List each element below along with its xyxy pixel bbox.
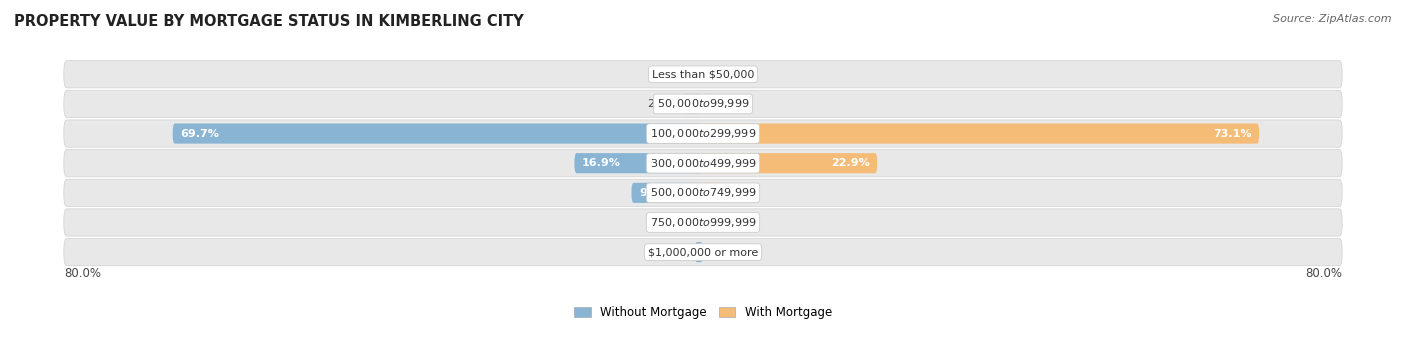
FancyBboxPatch shape	[703, 123, 1260, 143]
FancyBboxPatch shape	[631, 183, 703, 203]
FancyBboxPatch shape	[703, 94, 714, 114]
Text: 0.0%: 0.0%	[710, 218, 740, 227]
Text: 80.0%: 80.0%	[63, 267, 101, 280]
Text: $50,000 to $99,999: $50,000 to $99,999	[657, 98, 749, 111]
Text: Source: ZipAtlas.com: Source: ZipAtlas.com	[1274, 14, 1392, 23]
Text: 9.4%: 9.4%	[640, 188, 671, 198]
Text: 0.0%: 0.0%	[666, 218, 696, 227]
FancyBboxPatch shape	[63, 209, 1343, 236]
FancyBboxPatch shape	[63, 61, 1343, 88]
Text: 22.9%: 22.9%	[831, 158, 870, 168]
FancyBboxPatch shape	[703, 183, 723, 203]
Text: $100,000 to $299,999: $100,000 to $299,999	[650, 127, 756, 140]
FancyBboxPatch shape	[63, 238, 1343, 266]
Text: $1,000,000 or more: $1,000,000 or more	[648, 247, 758, 257]
FancyBboxPatch shape	[575, 153, 703, 173]
Text: 0.0%: 0.0%	[710, 247, 740, 257]
Text: 1.1%: 1.1%	[661, 247, 689, 257]
Text: 2.6%: 2.6%	[728, 188, 758, 198]
Text: 0.0%: 0.0%	[710, 69, 740, 79]
FancyBboxPatch shape	[703, 153, 877, 173]
FancyBboxPatch shape	[63, 150, 1343, 177]
FancyBboxPatch shape	[63, 90, 1343, 118]
Text: 16.9%: 16.9%	[582, 158, 621, 168]
Text: $750,000 to $999,999: $750,000 to $999,999	[650, 216, 756, 229]
FancyBboxPatch shape	[63, 120, 1343, 147]
Legend: Without Mortgage, With Mortgage: Without Mortgage, With Mortgage	[569, 301, 837, 324]
Text: 0.0%: 0.0%	[666, 69, 696, 79]
FancyBboxPatch shape	[173, 123, 703, 143]
Text: 69.7%: 69.7%	[180, 129, 219, 139]
Text: $500,000 to $749,999: $500,000 to $749,999	[650, 186, 756, 199]
Text: 1.5%: 1.5%	[720, 99, 749, 109]
FancyBboxPatch shape	[63, 179, 1343, 206]
Text: 2.8%: 2.8%	[647, 99, 676, 109]
FancyBboxPatch shape	[695, 242, 703, 262]
Text: $300,000 to $499,999: $300,000 to $499,999	[650, 157, 756, 170]
Text: PROPERTY VALUE BY MORTGAGE STATUS IN KIMBERLING CITY: PROPERTY VALUE BY MORTGAGE STATUS IN KIM…	[14, 14, 524, 29]
FancyBboxPatch shape	[682, 94, 703, 114]
Text: 80.0%: 80.0%	[1305, 267, 1343, 280]
Text: 73.1%: 73.1%	[1213, 129, 1251, 139]
Text: Less than $50,000: Less than $50,000	[652, 69, 754, 79]
